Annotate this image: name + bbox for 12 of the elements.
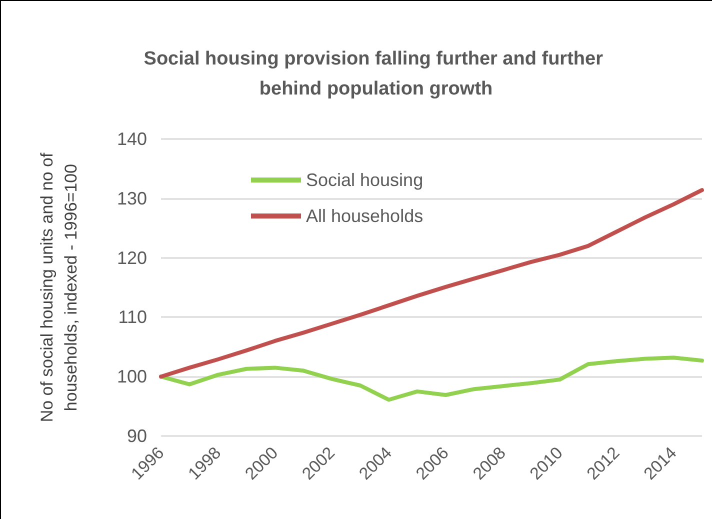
y-tick-label: 100: [116, 366, 147, 387]
legend-label: Social housing: [306, 170, 424, 190]
y-axis-title: No of social housing units and no of households, indexed - 1996=100: [38, 152, 80, 422]
y-tick-label: 130: [116, 188, 147, 208]
legend-label: All households: [306, 206, 424, 226]
y-tick-label: 110: [118, 307, 147, 328]
line-series: [159, 356, 704, 402]
y-tick-label: 90: [126, 426, 147, 446]
y-tick-label: 120: [116, 248, 147, 268]
chart-title: Social housing provision falling further and further behind population growth: [144, 48, 608, 100]
y-tick-label: 140: [116, 129, 147, 149]
line-series: [159, 188, 704, 379]
